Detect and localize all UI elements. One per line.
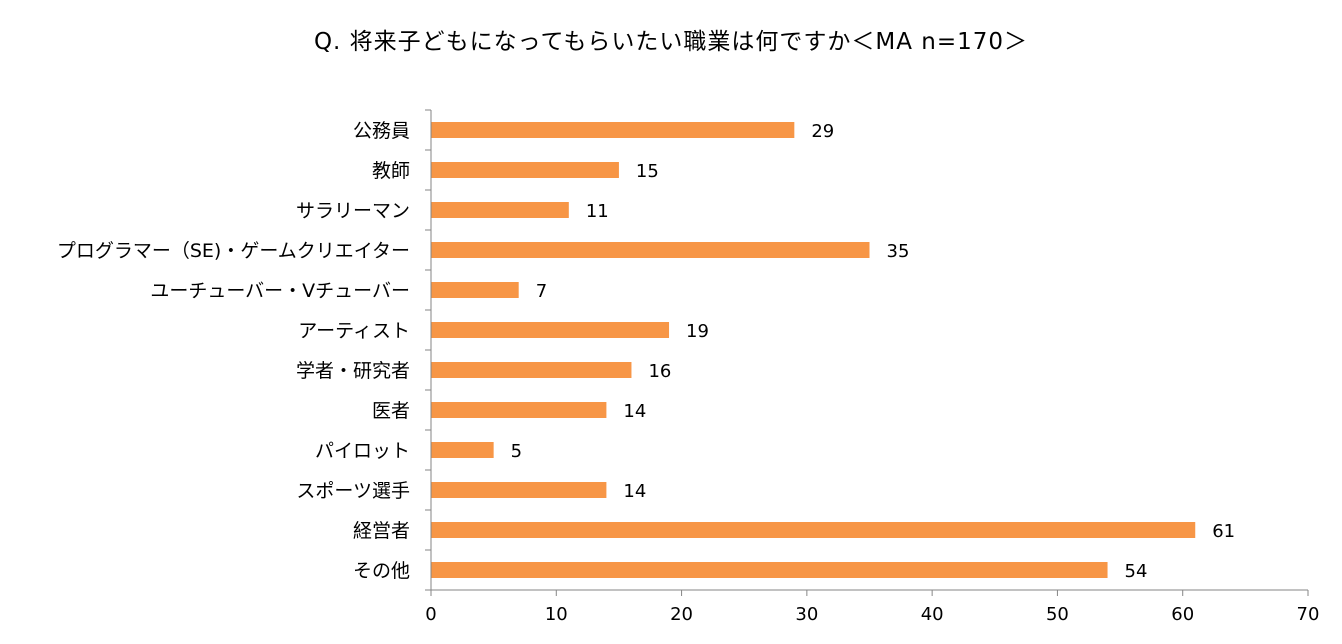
x-tick-label: 30 (795, 604, 818, 625)
x-tick-label: 50 (1046, 604, 1069, 625)
bar (431, 282, 519, 298)
category-label: アーティスト (298, 320, 410, 342)
data-label: 15 (636, 161, 659, 182)
category-label: 学者・研究者 (296, 360, 410, 382)
category-label: 教師 (372, 160, 410, 182)
x-tick-label: 0 (425, 604, 436, 625)
data-label: 54 (1125, 561, 1148, 582)
bar (431, 202, 569, 218)
bar (431, 362, 632, 378)
bar (431, 162, 619, 178)
bar (431, 442, 494, 458)
x-tick-label: 60 (1171, 604, 1194, 625)
category-label: 経営者 (353, 520, 410, 542)
category-label: ユーチューバー・Vチューバー (150, 280, 410, 302)
data-label: 11 (586, 201, 609, 222)
bar (431, 522, 1196, 538)
data-label: 29 (811, 121, 834, 142)
data-label: 14 (623, 481, 646, 502)
bar (431, 242, 870, 258)
data-label: 14 (623, 401, 646, 422)
bar (431, 122, 795, 138)
category-label: 医者 (372, 400, 410, 422)
category-label: プログラマー（SE)・ゲームクリエイター (57, 240, 410, 262)
data-label: 35 (887, 241, 910, 262)
x-tick-label: 70 (1297, 604, 1320, 625)
x-tick-label: 40 (921, 604, 944, 625)
data-label: 19 (686, 321, 709, 342)
category-label: 公務員 (353, 120, 410, 142)
bar (431, 482, 607, 498)
data-label: 7 (536, 281, 547, 302)
chart-title: Q. 将来子どもになってもらいたい職業は何ですか＜MA n=170＞ (313, 29, 1029, 55)
category-label: パイロット (315, 440, 410, 462)
bar (431, 322, 670, 338)
bar (431, 562, 1108, 578)
data-label: 16 (648, 361, 671, 382)
bar (431, 402, 607, 418)
data-label: 61 (1212, 521, 1235, 542)
category-label: その他 (353, 560, 410, 582)
category-label: スポーツ選手 (296, 480, 410, 502)
x-tick-label: 10 (545, 604, 568, 625)
x-tick-label: 20 (670, 604, 693, 625)
category-label: サラリーマン (296, 200, 410, 222)
data-label: 5 (511, 441, 522, 462)
